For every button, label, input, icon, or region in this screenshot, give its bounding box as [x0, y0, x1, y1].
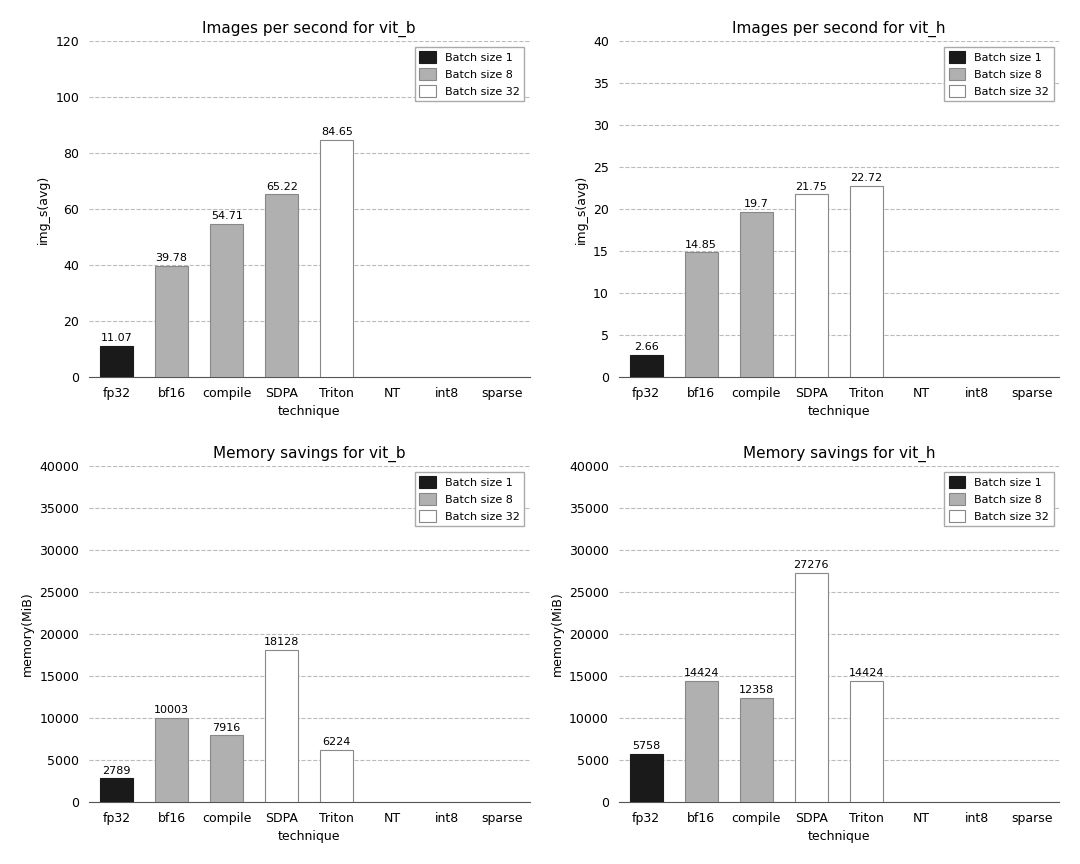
- Text: 27276: 27276: [794, 561, 829, 570]
- Bar: [266, 650, 298, 802]
- Text: 21.75: 21.75: [795, 181, 827, 192]
- Title: Images per second for vit_b: Images per second for vit_b: [202, 21, 416, 37]
- Bar: [100, 346, 133, 377]
- Text: 18128: 18128: [264, 637, 299, 647]
- Bar: [156, 265, 188, 377]
- Bar: [156, 718, 188, 802]
- Text: 12358: 12358: [739, 685, 774, 696]
- Title: Images per second for vit_h: Images per second for vit_h: [732, 21, 946, 37]
- Legend: Batch size 1, Batch size 8, Batch size 32: Batch size 1, Batch size 8, Batch size 3…: [944, 472, 1054, 526]
- Legend: Batch size 1, Batch size 8, Batch size 32: Batch size 1, Batch size 8, Batch size 3…: [415, 47, 524, 101]
- Text: 14424: 14424: [849, 668, 885, 678]
- Y-axis label: memory(MiB): memory(MiB): [551, 592, 564, 677]
- Bar: [795, 194, 828, 377]
- Text: 54.71: 54.71: [211, 211, 243, 221]
- Title: Memory savings for vit_h: Memory savings for vit_h: [743, 446, 935, 462]
- Bar: [685, 252, 718, 377]
- Text: 6224: 6224: [323, 737, 351, 747]
- Text: 2.66: 2.66: [634, 342, 659, 352]
- X-axis label: technique: technique: [808, 405, 870, 418]
- Bar: [630, 753, 663, 802]
- Text: 5758: 5758: [632, 741, 660, 751]
- Bar: [850, 186, 883, 377]
- Bar: [740, 698, 773, 802]
- Bar: [630, 354, 663, 377]
- Y-axis label: img_s(avg): img_s(avg): [37, 175, 50, 244]
- Text: 14.85: 14.85: [685, 239, 717, 250]
- Text: 84.65: 84.65: [321, 127, 353, 137]
- Bar: [211, 224, 243, 377]
- Y-axis label: img_s(avg): img_s(avg): [575, 175, 588, 244]
- Text: 19.7: 19.7: [744, 199, 769, 209]
- Text: 11.07: 11.07: [100, 334, 133, 343]
- X-axis label: technique: technique: [278, 830, 340, 843]
- Bar: [211, 735, 243, 802]
- Bar: [850, 681, 883, 802]
- Y-axis label: memory(MiB): memory(MiB): [21, 592, 33, 677]
- Bar: [740, 212, 773, 377]
- X-axis label: technique: technique: [808, 830, 870, 843]
- Text: 39.78: 39.78: [156, 253, 188, 263]
- X-axis label: technique: technique: [278, 405, 340, 418]
- Text: 2789: 2789: [103, 766, 131, 776]
- Bar: [795, 573, 828, 802]
- Text: 7916: 7916: [213, 723, 241, 733]
- Legend: Batch size 1, Batch size 8, Batch size 32: Batch size 1, Batch size 8, Batch size 3…: [415, 472, 524, 526]
- Bar: [685, 681, 718, 802]
- Text: 65.22: 65.22: [266, 181, 298, 192]
- Text: 10003: 10003: [154, 705, 189, 715]
- Bar: [321, 750, 353, 802]
- Title: Memory savings for vit_b: Memory savings for vit_b: [213, 446, 406, 462]
- Legend: Batch size 1, Batch size 8, Batch size 32: Batch size 1, Batch size 8, Batch size 3…: [944, 47, 1054, 101]
- Bar: [321, 140, 353, 377]
- Text: 14424: 14424: [684, 668, 719, 678]
- Bar: [266, 194, 298, 377]
- Bar: [100, 778, 133, 802]
- Text: 22.72: 22.72: [850, 174, 882, 183]
